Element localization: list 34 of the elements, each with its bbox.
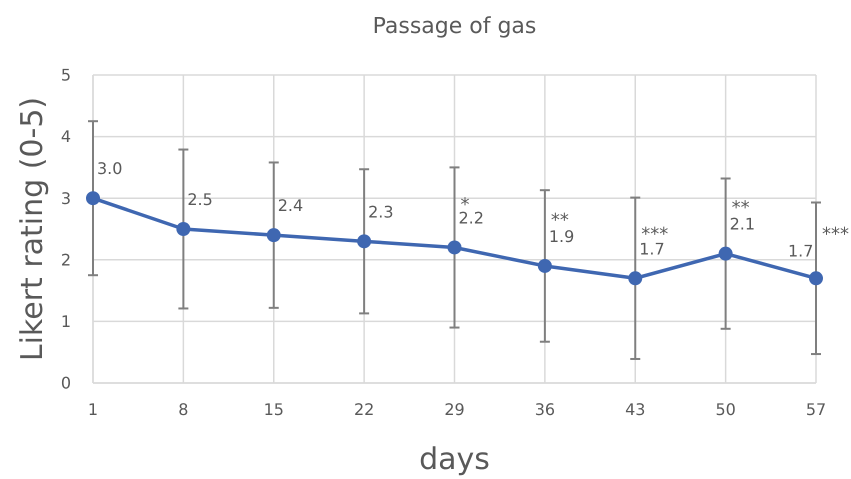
point: [448, 240, 462, 254]
x-tick-label: 1: [88, 400, 98, 419]
point: [176, 222, 190, 236]
data-label: 1.7: [639, 239, 665, 258]
point: [538, 258, 552, 273]
data-label: 2.4: [278, 196, 304, 216]
point: [809, 271, 823, 286]
data-label: 2.3: [368, 202, 394, 222]
data-label: 3.0: [97, 159, 122, 178]
point: [628, 271, 642, 286]
x-tick-label: 43: [625, 400, 646, 419]
point: [86, 191, 100, 206]
y-tick-label: 0: [60, 374, 71, 393]
x-axis-title: days: [419, 442, 490, 477]
point: [266, 228, 281, 242]
y-tick-label: 3: [60, 188, 71, 208]
annotation: ***: [822, 224, 849, 246]
data-label: 2.5: [187, 190, 213, 209]
x-tick-label: 15: [264, 400, 284, 419]
x-tick-label: 22: [354, 400, 374, 419]
y-tick-label: 5: [60, 66, 71, 85]
x-tick-label: 29: [444, 400, 465, 419]
y-tick-label: 2: [60, 250, 71, 270]
y-tick-label: 4: [60, 127, 71, 146]
y-axis-title: Likert rating (0-5): [15, 96, 50, 362]
point: [718, 246, 733, 261]
y-tick-label: 1: [60, 312, 71, 331]
data-label: 1.7: [788, 241, 814, 260]
point: [357, 234, 372, 248]
x-tick-label: 50: [715, 400, 736, 419]
chart-title: Passage of gas: [372, 14, 536, 39]
x-tick-label: 36: [534, 400, 556, 419]
x-tick-label: 8: [178, 400, 188, 419]
x-tick-label: 57: [806, 400, 826, 419]
